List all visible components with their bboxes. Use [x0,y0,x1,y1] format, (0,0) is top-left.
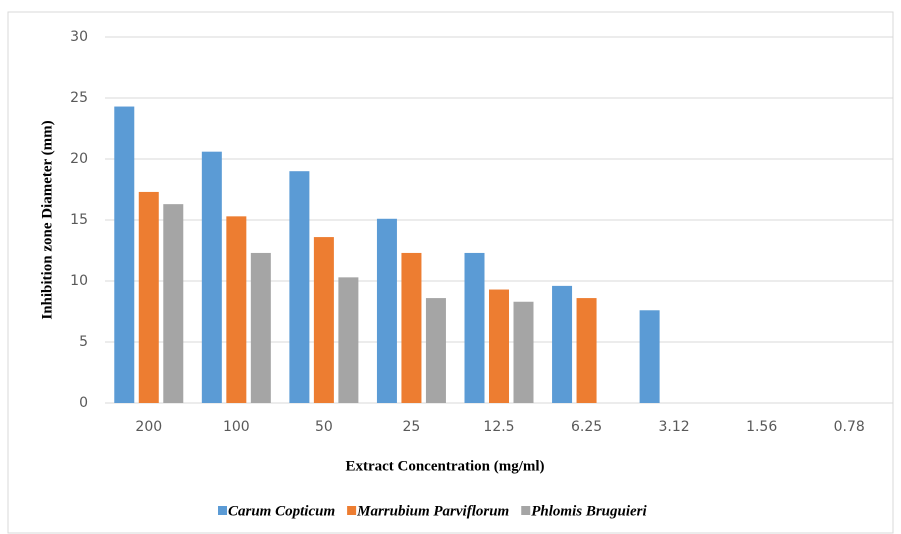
y-tick-label: 0 [79,395,88,411]
legend-swatch [347,506,357,515]
legend-label: Marrubium Parviflorum [356,503,509,519]
y-tick-label: 5 [79,334,88,350]
x-tick-label: 1.56 [746,419,777,435]
bar [289,171,310,403]
x-tick-label: 12.5 [483,419,514,435]
x-tick-label: 6.25 [571,419,602,435]
x-tick-label: 3.12 [659,419,690,435]
bar [552,285,573,403]
bar [313,237,334,403]
legend-swatch [218,506,227,515]
x-tick-label: 200 [135,419,162,435]
bar [138,191,159,403]
y-tick-label: 20 [70,151,88,167]
bar [338,277,359,403]
bar [513,301,534,403]
bar [489,289,509,403]
bar [226,216,247,403]
bar [401,252,422,403]
x-axis-title: Extract Concentration (mg/ml) [345,458,544,474]
bar [639,310,660,403]
y-tick-label: 10 [70,273,88,289]
legend-label: Carum Copticum [228,503,335,519]
y-tick-label: 30 [70,29,88,45]
bar [201,151,222,403]
bar [464,252,485,403]
bar [376,218,397,403]
x-tick-label: 0.78 [834,419,865,435]
x-tick-label: 100 [223,419,250,435]
bar [114,106,135,403]
bar [250,252,271,403]
y-tick-label: 25 [70,90,88,106]
y-tick-label: 15 [70,212,88,228]
x-tick-label: 50 [315,419,333,435]
legend-label: Phlomis Bruguieri [531,503,647,519]
x-tick-label: 25 [403,419,421,435]
y-axis-title: Inhibition zone Diameter (mm) [39,120,55,319]
legend-swatch [521,506,531,515]
bar [163,204,184,403]
bar [576,298,597,403]
bar [425,298,446,403]
